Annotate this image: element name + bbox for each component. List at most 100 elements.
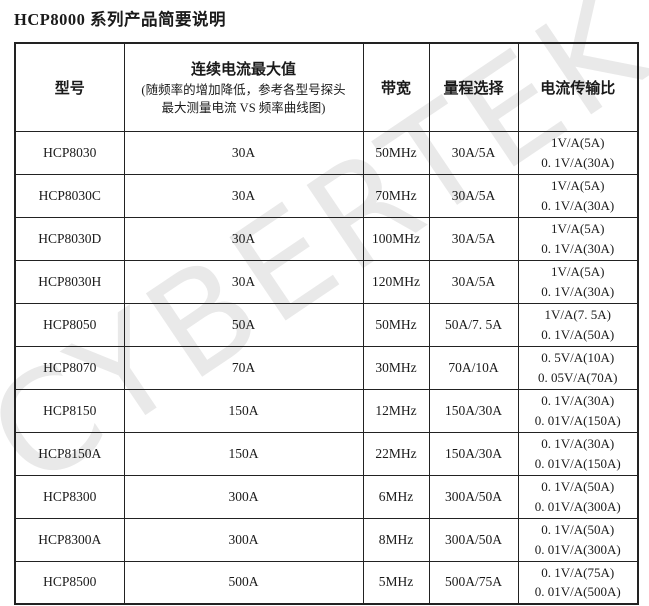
range-cell: 50A/7. 5A: [428, 302, 519, 347]
model-cell: HCP8300: [14, 474, 125, 519]
ratio-cell: 1V/A(7. 5A) 0. 1V/A(50A): [517, 302, 639, 347]
ratio-line2: 0. 01V/A(300A): [534, 541, 621, 557]
ratio-line2: 0. 01V/A(150A): [534, 455, 621, 471]
max-current-cell: 500A: [123, 560, 364, 605]
bandwidth-cell: 70MHz: [362, 173, 430, 218]
ratio-cell: 1V/A(5A) 0. 1V/A(30A): [517, 216, 639, 261]
ratio-cell: 0. 1V/A(75A) 0. 01V/A(500A): [517, 560, 639, 605]
page-title: HCP8000 系列产品简要说明: [14, 10, 226, 29]
table-row: HCP8030D 30A 100MHz 30A/5A 1V/A(5A) 0. 1…: [14, 216, 639, 261]
product-spec-table: 型号 连续电流最大值 (随频率的增加降低，参考各型号探头 最大测量电流 VS 频…: [14, 42, 639, 605]
max-current-cell: 30A: [123, 173, 364, 218]
table-row: HCP8030H 30A 120MHz 30A/5A 1V/A(5A) 0. 1…: [14, 259, 639, 304]
bandwidth-cell: 50MHz: [362, 302, 430, 347]
table-row: HCP8300A 300A 8MHz 300A/50A 0. 1V/A(50A)…: [14, 517, 639, 562]
range-cell: 300A/50A: [428, 517, 519, 562]
ratio-line1: 0. 1V/A(75A): [541, 564, 615, 580]
header-range: 量程选择: [428, 42, 519, 132]
model-cell: HCP8030: [14, 130, 125, 175]
ratio-cell: 0. 1V/A(30A) 0. 01V/A(150A): [517, 388, 639, 433]
model-cell: HCP8030D: [14, 216, 125, 261]
max-current-cell: 30A: [123, 216, 364, 261]
bandwidth-cell: 5MHz: [362, 560, 430, 605]
ratio-line1: 1V/A(5A): [551, 221, 605, 236]
ratio-line1: 1V/A(5A): [551, 135, 605, 150]
ratio-cell: 1V/A(5A) 0. 1V/A(30A): [517, 130, 639, 175]
ratio-line1: 0. 5V/A(10A): [541, 350, 615, 365]
header-bandwidth-label: 带宽: [380, 80, 411, 97]
table-row: HCP8500 500A 5MHz 500A/75A 0. 1V/A(75A) …: [14, 560, 639, 605]
ratio-line2: 0. 1V/A(30A): [541, 154, 615, 170]
range-cell: 30A/5A: [428, 216, 519, 261]
ratio-line1: 1V/A(5A): [551, 264, 605, 279]
model-cell: HCP8050: [14, 302, 125, 347]
model-cell: HCP8150A: [14, 431, 125, 476]
bandwidth-cell: 12MHz: [362, 388, 430, 433]
model-cell: HCP8300A: [14, 517, 125, 562]
ratio-line1: 1V/A(5A): [551, 178, 605, 193]
header-range-label: 量程选择: [443, 80, 504, 97]
range-cell: 30A/5A: [428, 130, 519, 175]
model-cell: HCP8150: [14, 388, 125, 433]
bandwidth-cell: 8MHz: [362, 517, 430, 562]
ratio-line2: 0. 01V/A(500A): [534, 584, 621, 600]
header-max-current-title: 连续电流最大值: [190, 61, 296, 78]
model-cell: HCP8030H: [14, 259, 125, 304]
table-row: HCP8030 30A 50MHz 30A/5A 1V/A(5A) 0. 1V/…: [14, 130, 639, 175]
ratio-cell: 0. 1V/A(30A) 0. 01V/A(150A): [517, 431, 639, 476]
table-row: HCP8150 150A 12MHz 150A/30A 0. 1V/A(30A)…: [14, 388, 639, 433]
range-cell: 150A/30A: [428, 388, 519, 433]
bandwidth-cell: 50MHz: [362, 130, 430, 175]
max-current-cell: 300A: [123, 474, 364, 519]
max-current-cell: 30A: [123, 130, 364, 175]
header-ratio: 电流传输比: [517, 42, 639, 132]
ratio-line2: 0. 1V/A(30A): [541, 283, 615, 299]
ratio-line1: 0. 1V/A(50A): [541, 522, 615, 537]
ratio-cell: 0. 1V/A(50A) 0. 01V/A(300A): [517, 517, 639, 562]
range-cell: 500A/75A: [428, 560, 519, 605]
bandwidth-cell: 6MHz: [362, 474, 430, 519]
ratio-line2: 0. 1V/A(30A): [541, 240, 615, 256]
ratio-line2: 0. 1V/A(50A): [541, 326, 615, 342]
max-current-cell: 150A: [123, 388, 364, 433]
header-max-current: 连续电流最大值 (随频率的增加降低，参考各型号探头 最大测量电流 VS 频率曲线…: [123, 42, 364, 132]
spec-table-container: 型号 连续电流最大值 (随频率的增加降低，参考各型号探头 最大测量电流 VS 频…: [14, 42, 639, 605]
max-current-cell: 50A: [123, 302, 364, 347]
model-cell: HCP8070: [14, 345, 125, 390]
header-bandwidth: 带宽: [362, 42, 430, 132]
bandwidth-cell: 30MHz: [362, 345, 430, 390]
ratio-cell: 0. 1V/A(50A) 0. 01V/A(300A): [517, 474, 639, 519]
header-model: 型号: [14, 42, 125, 132]
model-cell: HCP8500: [14, 560, 125, 605]
ratio-line1: 1V/A(7. 5A): [544, 307, 611, 322]
ratio-line2: 0. 01V/A(150A): [534, 412, 621, 428]
bandwidth-cell: 100MHz: [362, 216, 430, 261]
range-cell: 300A/50A: [428, 474, 519, 519]
max-current-cell: 150A: [123, 431, 364, 476]
ratio-cell: 1V/A(5A) 0. 1V/A(30A): [517, 259, 639, 304]
header-max-current-note-line2: 最大测量电流 VS 频率曲线图): [161, 100, 326, 115]
ratio-cell: 0. 5V/A(10A) 0. 05V/A(70A): [517, 345, 639, 390]
bandwidth-cell: 120MHz: [362, 259, 430, 304]
bandwidth-cell: 22MHz: [362, 431, 430, 476]
ratio-cell: 1V/A(5A) 0. 1V/A(30A): [517, 173, 639, 218]
table-row: HCP8070 70A 30MHz 70A/10A 0. 5V/A(10A) 0…: [14, 345, 639, 390]
range-cell: 30A/5A: [428, 259, 519, 304]
table-header-row: 型号 连续电流最大值 (随频率的增加降低，参考各型号探头 最大测量电流 VS 频…: [14, 42, 639, 132]
max-current-cell: 70A: [123, 345, 364, 390]
table-row: HCP8150A 150A 22MHz 150A/30A 0. 1V/A(30A…: [14, 431, 639, 476]
header-model-label: 型号: [54, 80, 85, 97]
ratio-line1: 0. 1V/A(30A): [541, 393, 615, 408]
range-cell: 70A/10A: [428, 345, 519, 390]
table-row: HCP8030C 30A 70MHz 30A/5A 1V/A(5A) 0. 1V…: [14, 173, 639, 218]
ratio-line2: 0. 01V/A(300A): [534, 498, 621, 514]
max-current-cell: 30A: [123, 259, 364, 304]
ratio-line1: 0. 1V/A(30A): [541, 436, 615, 451]
range-cell: 30A/5A: [428, 173, 519, 218]
header-max-current-note: (随频率的增加降低，参考各型号探头 最大测量电流 VS 频率曲线图): [127, 81, 361, 117]
model-cell: HCP8030C: [14, 173, 125, 218]
range-cell: 150A/30A: [428, 431, 519, 476]
table-row: HCP8050 50A 50MHz 50A/7. 5A 1V/A(7. 5A) …: [14, 302, 639, 347]
ratio-line2: 0. 05V/A(70A): [538, 369, 618, 385]
table-row: HCP8300 300A 6MHz 300A/50A 0. 1V/A(50A) …: [14, 474, 639, 519]
